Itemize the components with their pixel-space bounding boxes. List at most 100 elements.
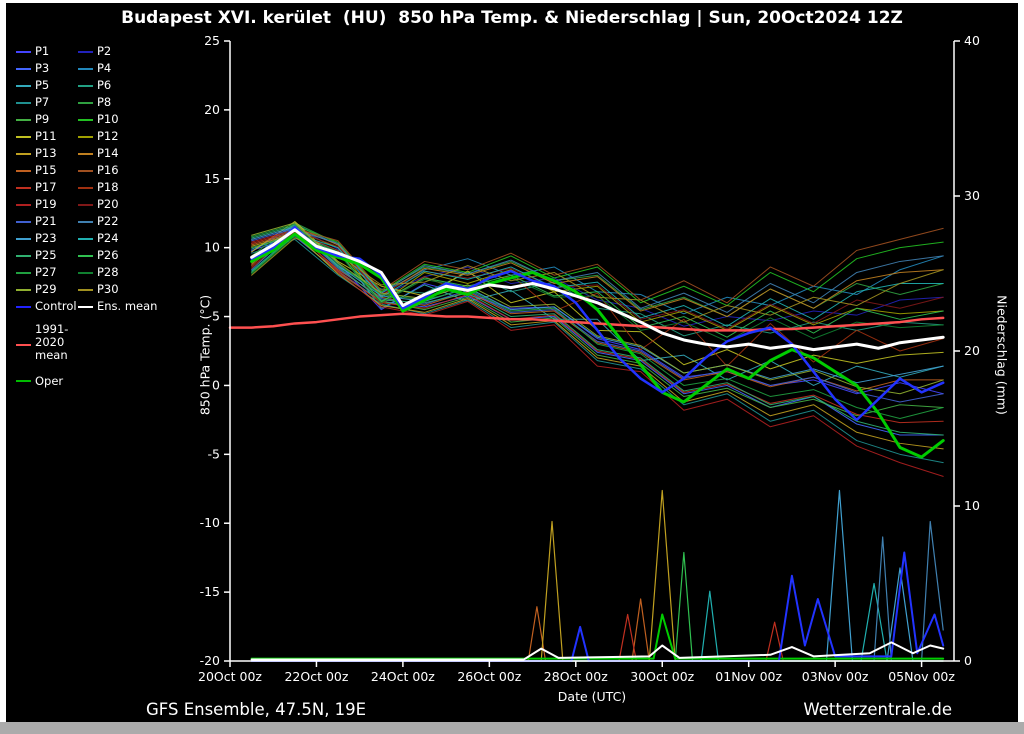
right-tick-label: 40 xyxy=(964,33,980,48)
legend-item-P12: P12 xyxy=(78,128,140,143)
legend-color-dash xyxy=(16,186,31,189)
precip-line-P22-precip xyxy=(251,520,944,662)
legend-row: P27 P28 xyxy=(16,264,140,281)
legend-label: P12 xyxy=(97,128,119,143)
left-tick-label: 20 xyxy=(204,102,220,117)
legend-row: P7 P8 xyxy=(16,94,140,111)
legend-color-dash xyxy=(78,101,93,104)
legend-label: P22 xyxy=(97,213,119,228)
right-tick-label: 30 xyxy=(964,188,980,203)
legend-row: P5 P6 xyxy=(16,77,140,94)
legend-color-dash xyxy=(78,67,93,70)
legend-color-dash xyxy=(78,220,93,223)
legend-color-dash xyxy=(16,380,31,383)
legend-item-P7: P7 xyxy=(16,94,78,109)
legend-color-dash xyxy=(16,50,31,53)
legend-color-dash xyxy=(16,101,31,104)
legend-label: P20 xyxy=(97,196,119,211)
legend-color-dash xyxy=(16,271,31,274)
precip-line-Ens-mean-precip xyxy=(250,641,945,661)
member-line-P29 xyxy=(251,222,944,395)
footer-model-info: GFS Ensemble, 47.5N, 19E xyxy=(146,700,367,719)
main-line-Oper xyxy=(250,232,945,459)
legend-label: P3 xyxy=(35,60,50,75)
legend-label: P9 xyxy=(35,111,50,126)
left-tick-label: -15 xyxy=(200,584,220,599)
legend-label: P30 xyxy=(97,281,119,296)
legend-item-P1: P1 xyxy=(16,44,78,58)
legend-color-dash xyxy=(78,50,93,53)
member-line-P23 xyxy=(251,226,944,384)
legend-color-dash xyxy=(16,254,31,257)
legend-item-P15: P15 xyxy=(16,162,78,177)
legend-item-P29: P29 xyxy=(16,282,78,296)
legend-row: P9 P10 xyxy=(16,111,140,128)
legend-item-P10: P10 xyxy=(78,111,140,126)
member-line-P24 xyxy=(251,233,944,327)
legend-color-dash xyxy=(78,118,93,121)
legend-color-dash xyxy=(16,169,31,172)
legend-row: Control Ens. mean xyxy=(16,298,157,315)
legend-color-dash xyxy=(16,152,31,155)
precip-line-Control-precip xyxy=(250,551,945,662)
member-line-P28 xyxy=(251,236,944,342)
legend-label: P5 xyxy=(35,77,50,92)
legend-row: Oper xyxy=(16,373,140,390)
legend-label: P21 xyxy=(35,213,57,228)
legend-item-Control: Control xyxy=(16,299,78,313)
legend-row: P17 P18 xyxy=(16,179,140,196)
legend-item-P27: P27 xyxy=(16,265,78,279)
legend-item-P2: P2 xyxy=(78,44,140,58)
legend-label: P24 xyxy=(97,230,119,245)
left-tick-label: -10 xyxy=(200,515,220,530)
precip-line-P24-precip xyxy=(251,582,944,662)
legend-color-dash xyxy=(16,118,31,121)
legend-row: P13 P14 xyxy=(16,145,140,162)
legend-color-dash xyxy=(78,203,93,206)
window-bottom-bar xyxy=(0,722,1024,734)
legend-item-P3: P3 xyxy=(16,60,78,75)
legend-item-P21: P21 xyxy=(16,213,78,228)
main-line-1991-2020-mean xyxy=(228,312,945,332)
precip-line-P26-precip xyxy=(251,551,944,662)
legend: P1 P2 P3 P4 P5 P6 P7 P8 P9 P10 P11 P12 P13 P14 P15 P16 P… xyxy=(16,43,157,390)
legend-row: P15 P16 xyxy=(16,162,140,179)
legend-item-Ens-mean: Ens. mean xyxy=(78,299,157,313)
legend-row: 1991-2020 mean xyxy=(16,322,140,363)
legend-label: P15 xyxy=(35,162,57,177)
legend-label: P28 xyxy=(97,264,119,279)
legend-color-dash xyxy=(16,305,31,308)
legend-label: P4 xyxy=(97,60,112,75)
legend-label: Ens. mean xyxy=(97,298,158,313)
chart-title: Budapest XVI. kerület (HU) 850 hPa Temp.… xyxy=(121,8,903,28)
legend-item-P20: P20 xyxy=(78,196,140,211)
precip-line-Oper-precip xyxy=(250,613,945,660)
legend-item-Oper: Oper xyxy=(16,374,78,388)
legend-label: P7 xyxy=(35,94,50,109)
legend-label: P14 xyxy=(97,145,119,160)
legend-item-P17: P17 xyxy=(16,180,78,194)
left-tick-label: -5 xyxy=(208,446,220,461)
member-line-P25 xyxy=(251,225,944,436)
legend-row: P21 P22 xyxy=(16,213,140,230)
legend-label: P10 xyxy=(97,111,119,126)
legend-item-P28: P28 xyxy=(78,264,140,279)
legend-item-P5: P5 xyxy=(16,77,78,92)
x-tick-label: 05Nov 00z xyxy=(888,669,955,684)
x-tick-label: 24Oct 00z xyxy=(371,669,435,684)
legend-item-P22: P22 xyxy=(78,213,140,228)
x-tick-label: 22Oct 00z xyxy=(284,669,348,684)
legend-label: P26 xyxy=(97,247,119,262)
x-tick-label: 03Nov 00z xyxy=(802,669,869,684)
legend-row: P19 P20 xyxy=(16,196,140,213)
legend-color-dash xyxy=(78,237,93,240)
legend-row: P3 P4 xyxy=(16,60,140,77)
legend-color-dash xyxy=(78,254,93,257)
main-line-Ens-mean xyxy=(250,228,945,352)
legend-item-P14: P14 xyxy=(78,145,140,160)
member-line-P16 xyxy=(251,227,944,304)
member-line-P19 xyxy=(251,229,944,477)
legend-item-P9: P9 xyxy=(16,111,78,126)
right-tick-label: 0 xyxy=(964,653,972,668)
legend-item-P26: P26 xyxy=(78,247,140,262)
